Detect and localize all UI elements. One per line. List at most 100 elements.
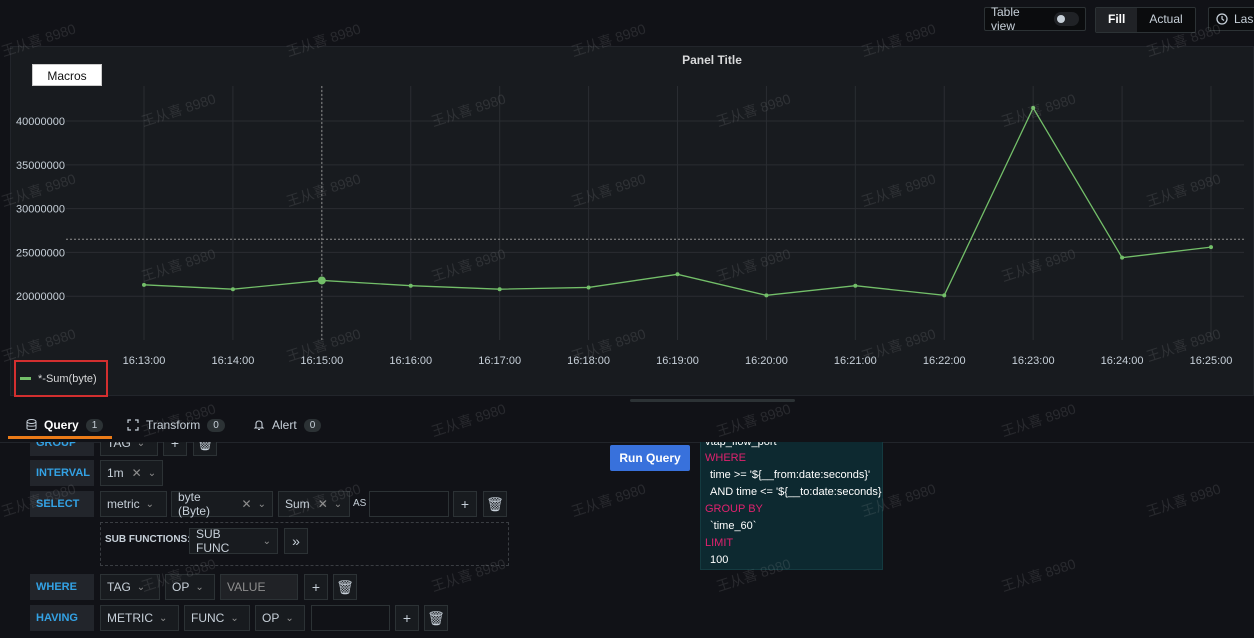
sql-line: LIMIT [705, 537, 734, 549]
time-range-label: Las [1234, 12, 1254, 26]
sub-func-select[interactable]: SUB FUNC ⌄ [189, 527, 278, 555]
x-tick-label: 16:13:00 [123, 355, 166, 367]
bell-icon [252, 418, 266, 432]
data-point[interactable] [853, 283, 858, 288]
sql-preview: vtap_flow_port WHERE time >= '${__from:d… [700, 442, 883, 570]
panel-resize-handle[interactable] [630, 399, 795, 402]
data-point[interactable] [317, 276, 326, 285]
where-op-select[interactable]: OP ⌄ [165, 574, 215, 600]
alias-input[interactable] [369, 491, 449, 517]
select-func-select[interactable]: Sum ✕ ⌄ [278, 491, 350, 517]
group-by-tag-text: TAG [107, 442, 131, 450]
transform-icon [126, 418, 140, 432]
macros-button[interactable]: Macros [32, 64, 102, 86]
select-field-select[interactable]: byte (Byte) ✕ ⌄ [171, 490, 273, 518]
table-view-label: Table view [991, 5, 1020, 33]
data-point[interactable] [1209, 245, 1213, 250]
data-point[interactable] [1120, 255, 1125, 260]
having-op-select[interactable]: OP ⌄ [255, 605, 305, 631]
table-view-switch[interactable] [1053, 12, 1079, 26]
interval-label: INTERVAL [30, 460, 94, 486]
tab-alert-label: Alert [272, 418, 297, 432]
x-tick-label: 16:20:00 [745, 355, 788, 367]
y-tick-label: 30000000 [16, 204, 65, 216]
y-tick-label: 25000000 [16, 247, 65, 259]
data-point[interactable] [230, 287, 235, 292]
tab-alert-count: 0 [303, 418, 322, 432]
group-by-add-button[interactable]: + [163, 442, 187, 456]
chevron-down-icon: ⌄ [285, 612, 294, 624]
table-view-toggle[interactable]: Table view [984, 5, 1086, 33]
data-point[interactable] [142, 282, 146, 287]
having-metric-text: METRIC [107, 611, 153, 625]
database-icon [24, 418, 38, 432]
where-tag-text: TAG [107, 580, 131, 594]
graph-panel [10, 46, 1254, 396]
sub-func-text: SUB FUNC [196, 527, 230, 555]
where-delete-button[interactable]: 🗑 [333, 574, 357, 600]
chart-legend[interactable]: *-Sum(byte) [14, 360, 108, 397]
chevron-down-icon: ⌄ [195, 581, 204, 593]
where-add-button[interactable]: + [304, 574, 328, 600]
clear-icon[interactable]: ✕ [317, 497, 328, 511]
having-add-button[interactable]: + [395, 605, 419, 631]
actual-button[interactable]: Actual [1137, 8, 1195, 32]
group-by-label: GROUP BY [30, 442, 94, 475]
select-label: SELECT [30, 491, 94, 517]
having-value-input[interactable] [311, 605, 390, 631]
chevron-down-icon: ⌄ [262, 535, 271, 547]
clear-icon[interactable]: ✕ [241, 497, 252, 511]
group-by-tag-select[interactable]: TAG ⌄ [100, 442, 158, 456]
x-tick-label: 16:23:00 [1012, 355, 1055, 367]
sql-line: time >= '${__from:date:seconds}' [710, 469, 871, 481]
select-metric-text: metric [107, 497, 140, 511]
having-func-select[interactable]: FUNC ⌄ [184, 605, 250, 631]
having-delete-button[interactable]: 🗑 [424, 605, 448, 631]
fill-button[interactable]: Fill [1096, 8, 1138, 32]
select-func-text: Sum [285, 497, 310, 511]
data-point[interactable] [408, 283, 413, 288]
x-tick-label: 16:14:00 [212, 355, 255, 367]
sql-line: AND time <= '${__to:date:seconds}' [710, 486, 883, 498]
chevron-down-icon: ⌄ [333, 498, 343, 510]
select-metric-select[interactable]: metric ⌄ [100, 491, 167, 517]
sql-line: vtap_flow_port [705, 442, 777, 448]
more-button[interactable]: » [284, 528, 308, 554]
chevron-down-icon: ⌄ [159, 612, 168, 624]
tab-transform[interactable]: Transform 0 [126, 418, 225, 432]
time-range-button[interactable]: Las [1208, 7, 1254, 31]
x-tick-label: 16:24:00 [1101, 355, 1144, 367]
select-delete-button[interactable]: 🗑 [483, 491, 507, 517]
y-tick-label: 20000000 [16, 291, 65, 303]
data-point[interactable] [675, 272, 680, 277]
interval-value: 1m [107, 466, 124, 480]
group-by-delete-button[interactable]: 🗑 [193, 442, 217, 456]
tab-alert[interactable]: Alert 0 [252, 418, 322, 432]
data-point[interactable] [497, 287, 502, 292]
x-tick-label: 16:16:00 [389, 355, 432, 367]
where-op-text: OP [172, 580, 190, 594]
data-point[interactable] [1031, 105, 1036, 110]
sub-functions-box [100, 522, 509, 566]
where-value-input[interactable]: VALUE [220, 574, 298, 600]
clock-icon [1216, 13, 1228, 25]
having-func-text: FUNC [191, 611, 225, 625]
tab-query[interactable]: Query 1 [24, 418, 104, 432]
panel-title: Panel Title [682, 53, 742, 67]
having-metric-select[interactable]: METRIC ⌄ [100, 605, 179, 631]
run-query-button[interactable]: Run Query [610, 445, 690, 471]
as-label: AS [353, 498, 367, 509]
clear-icon[interactable]: ✕ [131, 466, 142, 480]
data-point[interactable] [942, 293, 947, 298]
tab-transform-count: 0 [207, 418, 225, 432]
data-point[interactable] [586, 285, 591, 290]
data-point[interactable] [764, 293, 769, 298]
select-add-button[interactable]: + [453, 491, 477, 517]
tab-transform-label: Transform [146, 418, 201, 432]
interval-select[interactable]: 1m ✕ ⌄ [100, 460, 163, 486]
x-tick-label: 16:21:00 [834, 355, 877, 367]
chevron-down-icon: ⌄ [136, 442, 146, 449]
where-tag-select[interactable]: TAG ⌄ [100, 574, 160, 600]
having-label: HAVING [30, 605, 94, 631]
tab-query-label: Query [44, 418, 79, 432]
